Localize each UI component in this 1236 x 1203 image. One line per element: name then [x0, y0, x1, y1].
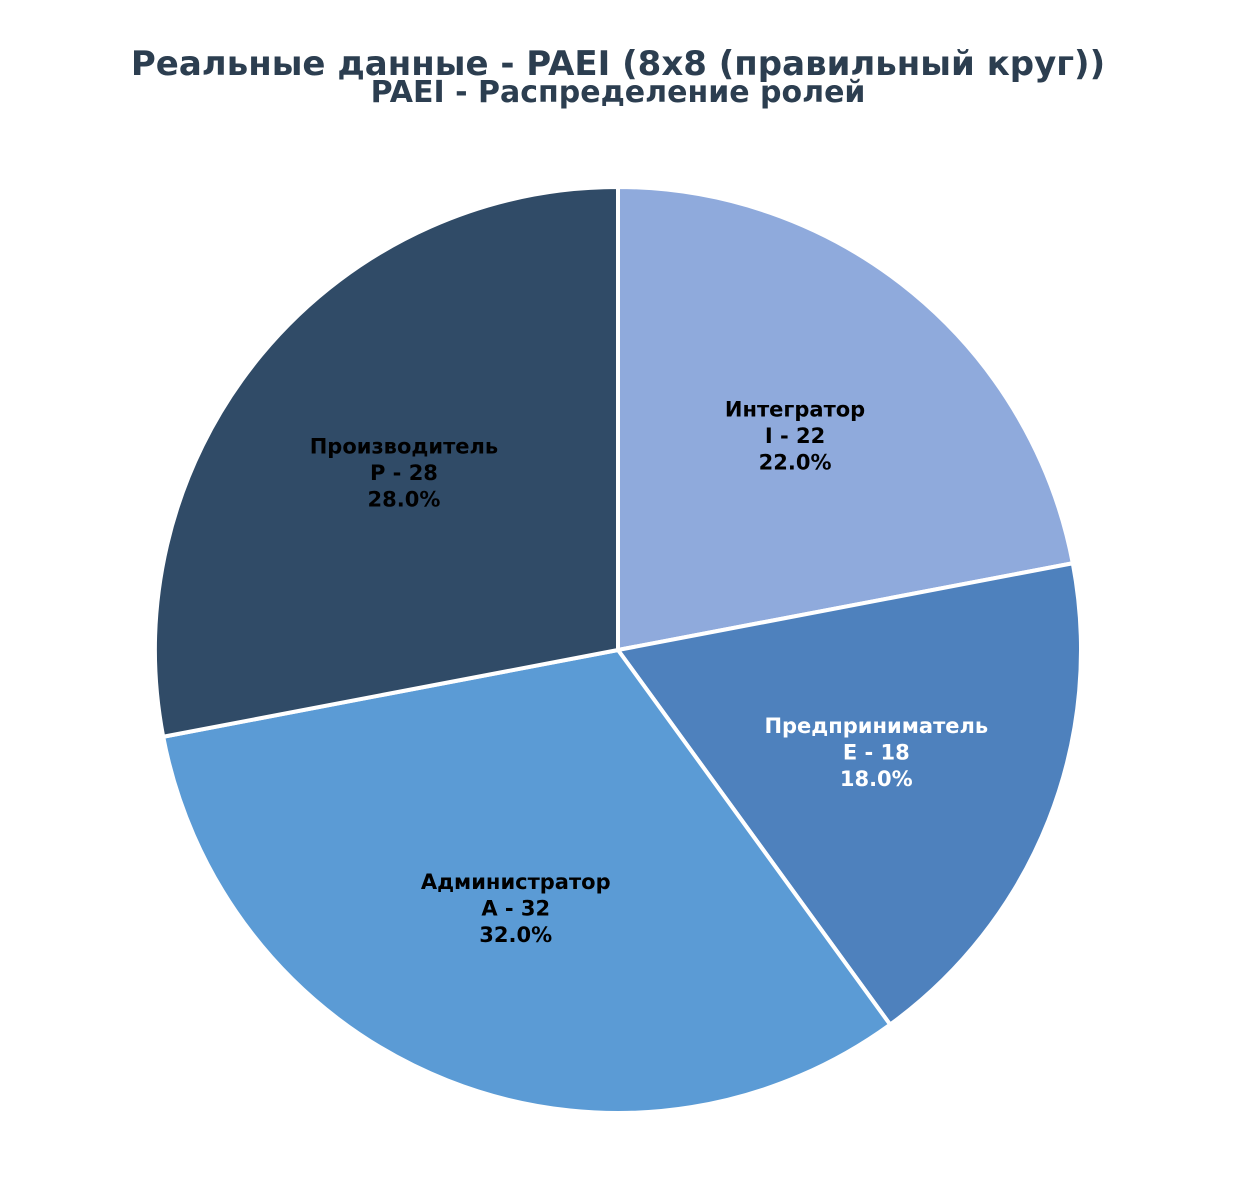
slice-percent: 28.0%	[368, 487, 441, 511]
slice-value: P - 28	[370, 461, 438, 485]
slice-label-0: Интегратор I - 22 22.0%	[725, 397, 865, 474]
pie-slice-0	[616, 185, 1075, 652]
slice-percent: 32.0%	[479, 923, 552, 947]
chart-title: Реальные данные - PAEI (8x8 (правильный …	[131, 44, 1105, 84]
slice-value: A - 32	[481, 896, 550, 920]
pie-slice-2	[161, 648, 893, 1115]
slice-name: Производитель	[310, 434, 498, 458]
slice-name: Интегратор	[725, 397, 865, 421]
pie-slices	[153, 185, 1083, 1115]
slice-name: Предприниматель	[764, 714, 988, 738]
pie-slice-1	[616, 561, 1083, 1027]
pie-slice-3	[153, 185, 620, 739]
slice-percent: 22.0%	[759, 450, 832, 474]
slice-label-1: Предприниматель E - 18 18.0%	[764, 714, 988, 791]
slice-label-3: Производитель P - 28 28.0%	[310, 434, 498, 511]
chart-subtitle: PAEI - Распределение ролей	[371, 75, 866, 110]
slice-percent: 18.0%	[840, 767, 913, 791]
pie-labels: Интегратор I - 22 22.0% Предприниматель E - …	[310, 397, 988, 946]
slice-label-2: Администратор A - 32 32.0%	[421, 870, 611, 947]
slice-name: Администратор	[421, 870, 611, 894]
slice-value: E - 18	[843, 740, 910, 764]
slice-value: I - 22	[765, 424, 825, 448]
